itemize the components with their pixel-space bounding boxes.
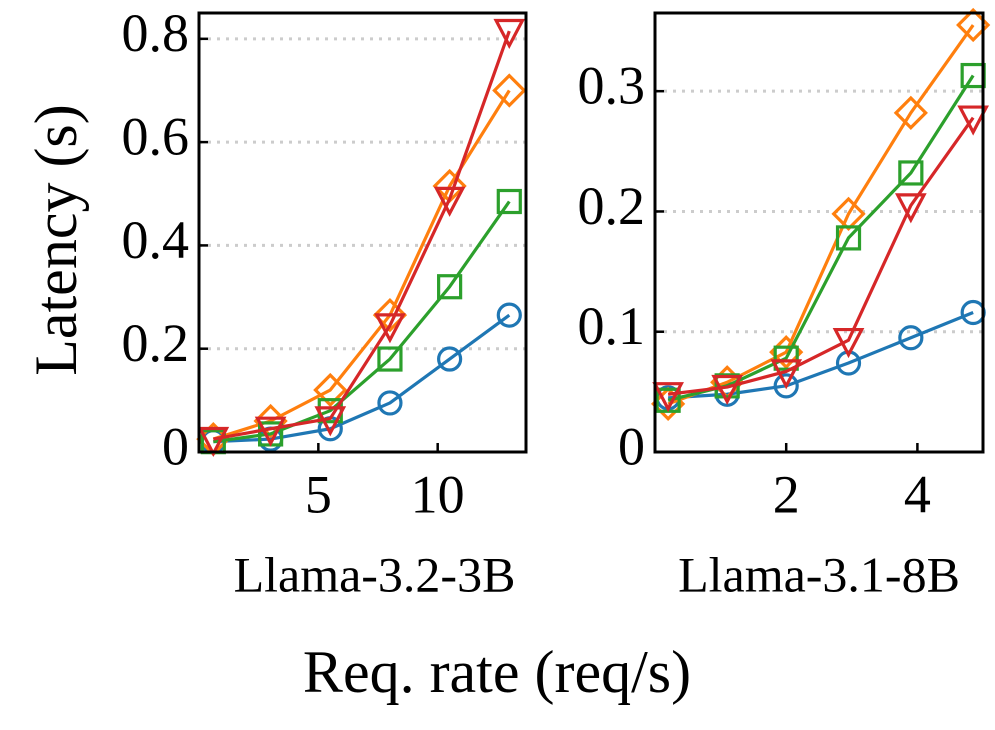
data-point-series-4: [832, 327, 865, 359]
y-tick-label: 0.2: [578, 176, 646, 236]
y-tick-label: 0.1: [578, 296, 646, 356]
data-point-series-4: [197, 426, 230, 458]
x-axis-title: Req. rate (req/s): [303, 639, 691, 705]
data-point-series-4: [433, 186, 466, 217]
data-point-series-2: [893, 95, 928, 130]
y-tick-label: 0: [618, 416, 645, 476]
panel-title: Llama-3.2-3B: [234, 546, 516, 602]
plot-frame: [653, 11, 985, 454]
plot-frame: [197, 11, 528, 454]
data-point-series-3: [898, 160, 924, 186]
data-point-series-3: [437, 274, 463, 300]
panel-llama-3b: 0 0.2 0.4 0.6 0.8 5 10 Llama-3.2-3B: [122, 3, 528, 602]
data-point-series-1: [377, 390, 403, 416]
panel-llama-8b: 0 0.1 0.2 0.3 2 4 Llama-3.1-8B: [578, 7, 991, 602]
series-line-series-4: [667, 116, 975, 396]
data-point-series-4: [957, 105, 990, 136]
data-point-series-4: [374, 313, 406, 344]
data-point-series-4: [652, 382, 684, 413]
data-point-series-4: [894, 193, 927, 224]
data-point-series-4: [770, 359, 803, 390]
data-point-series-4: [314, 406, 347, 437]
x-tick-label: 10: [411, 464, 465, 524]
x-tick-label: 2: [773, 464, 800, 524]
data-point-series-2: [253, 403, 288, 439]
data-point-series-2: [313, 372, 348, 408]
y-tick-label: 0.6: [122, 107, 190, 167]
x-tick-label: 5: [305, 464, 332, 524]
data-point-series-4: [493, 18, 526, 50]
data-point-series-1: [773, 373, 799, 399]
data-point-series-2: [492, 73, 527, 108]
data-point-series-3: [714, 373, 740, 399]
panel-title: Llama-3.1-8B: [678, 546, 960, 602]
y-tick-label: 0: [162, 416, 189, 476]
y-tick-label: 0.3: [578, 56, 646, 116]
series-line-series-2: [667, 24, 975, 406]
y-tick-label: 0.4: [122, 210, 190, 270]
data-point-series-3: [835, 225, 862, 251]
y-tick-label: 0.8: [122, 3, 190, 63]
y-tick-label: 0.2: [122, 313, 190, 373]
data-point-series-3: [496, 188, 522, 215]
data-point-series-4: [254, 416, 287, 447]
series-line-series-3: [213, 200, 511, 444]
data-point-series-4: [711, 374, 744, 406]
data-point-series-3: [377, 346, 403, 372]
series-line-series-4: [213, 30, 511, 441]
data-point-series-1: [898, 325, 924, 351]
data-point-series-1: [437, 346, 463, 372]
data-point-series-1: [496, 302, 522, 328]
y-axis-title: Latency (s): [23, 104, 89, 376]
data-point-series-2: [372, 298, 408, 333]
data-point-series-3: [773, 345, 799, 371]
series-line-series-3: [667, 74, 975, 402]
x-tick-label: 4: [904, 464, 931, 524]
data-point-series-2: [831, 196, 866, 231]
